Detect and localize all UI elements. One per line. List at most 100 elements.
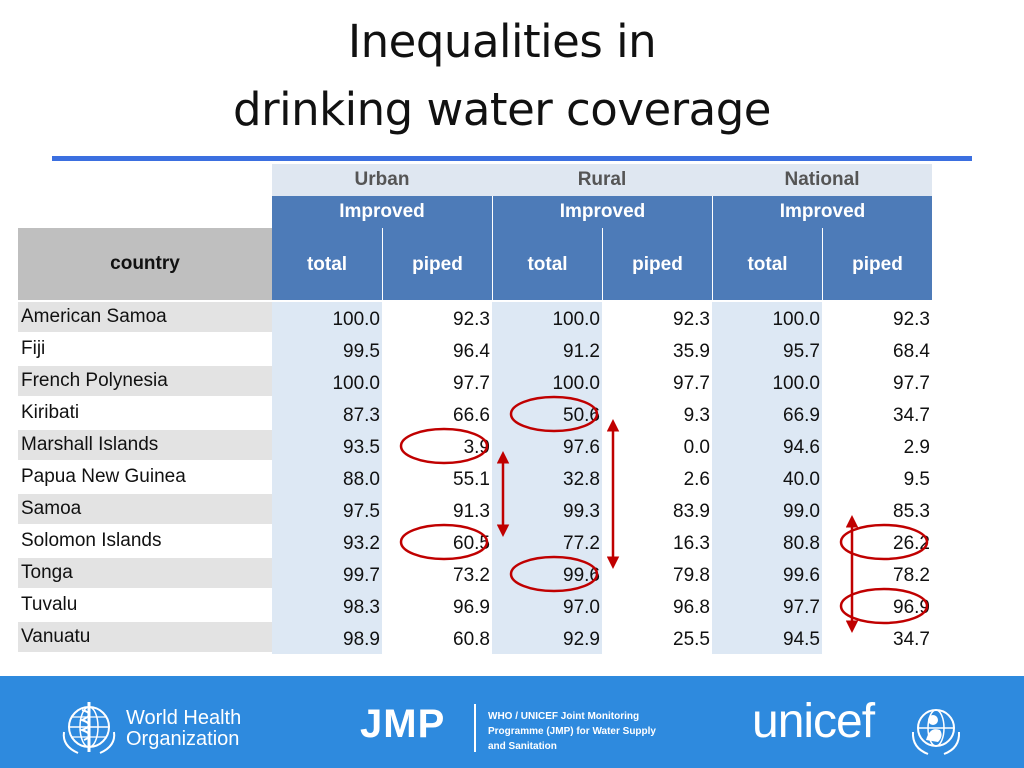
group-header: Urban bbox=[272, 164, 492, 196]
jmp-description: WHO / UNICEF Joint Monitoring Programme … bbox=[488, 709, 656, 754]
table-cell: 60.5 bbox=[453, 533, 490, 554]
column-header: total bbox=[712, 228, 822, 300]
slide-title: Inequalities in drinking water coverage bbox=[0, 18, 1004, 134]
table-cell: 34.7 bbox=[893, 629, 930, 650]
table-cell: 55.1 bbox=[453, 469, 490, 490]
table-cell: 98.9 bbox=[343, 629, 380, 650]
table-cell: 96.9 bbox=[893, 597, 930, 618]
table-cell: 85.3 bbox=[893, 501, 930, 522]
improved-header: Improved bbox=[712, 196, 932, 228]
jmp-divider bbox=[474, 704, 476, 752]
column-header: total bbox=[272, 228, 382, 300]
table-cell: 92.9 bbox=[563, 629, 600, 650]
improved-header: Improved bbox=[492, 196, 712, 228]
country-header: country bbox=[18, 228, 272, 300]
table-cell: 100.0 bbox=[772, 373, 820, 394]
title-line-2: drinking water coverage bbox=[233, 83, 771, 136]
table-row-country: Papua New Guinea bbox=[21, 466, 186, 487]
table-cell: 78.2 bbox=[893, 565, 930, 586]
table-cell: 25.5 bbox=[673, 629, 710, 650]
table-cell: 94.6 bbox=[783, 437, 820, 458]
table-cell: 83.9 bbox=[673, 501, 710, 522]
table-cell: 26.2 bbox=[893, 533, 930, 554]
table-cell: 91.3 bbox=[453, 501, 490, 522]
table-cell: 92.3 bbox=[453, 309, 490, 330]
table-cell: 96.9 bbox=[453, 597, 490, 618]
table-cell: 79.8 bbox=[673, 565, 710, 586]
table-cell: 97.7 bbox=[673, 373, 710, 394]
who-name-line-1: World Health bbox=[126, 707, 242, 729]
table-row-country: Fiji bbox=[21, 338, 46, 359]
highlight-circle bbox=[399, 523, 489, 561]
highlight-circle bbox=[839, 587, 929, 625]
table-cell: 100.0 bbox=[552, 309, 600, 330]
column-header: piped bbox=[822, 228, 932, 300]
table-cell: 100.0 bbox=[332, 373, 380, 394]
table-cell: 50.6 bbox=[563, 405, 600, 426]
column-header: piped bbox=[602, 228, 712, 300]
table-cell: 97.7 bbox=[453, 373, 490, 394]
table-cell: 95.7 bbox=[783, 341, 820, 362]
table-cell: 9.5 bbox=[903, 469, 930, 490]
table-cell: 0.0 bbox=[683, 437, 710, 458]
table-cell: 9.3 bbox=[683, 405, 710, 426]
column-tint bbox=[272, 302, 382, 654]
highlight-circle bbox=[509, 395, 599, 433]
table-cell: 92.3 bbox=[893, 309, 930, 330]
table-cell: 34.7 bbox=[893, 405, 930, 426]
group-header: National bbox=[712, 164, 932, 196]
table-cell: 97.7 bbox=[893, 373, 930, 394]
table-cell: 99.3 bbox=[563, 501, 600, 522]
table-cell: 68.4 bbox=[893, 341, 930, 362]
table-cell: 93.5 bbox=[343, 437, 380, 458]
who-logo-text: World Health Organization bbox=[126, 708, 241, 750]
table-cell: 93.2 bbox=[343, 533, 380, 554]
unicef-logo-text: unicef bbox=[752, 695, 875, 748]
table-cell: 66.6 bbox=[453, 405, 490, 426]
table-cell: 80.8 bbox=[783, 533, 820, 554]
table-cell: 32.8 bbox=[563, 469, 600, 490]
table-cell: 16.3 bbox=[673, 533, 710, 554]
table-cell: 99.0 bbox=[783, 501, 820, 522]
table-cell: 73.2 bbox=[453, 565, 490, 586]
table-cell: 99.6 bbox=[783, 565, 820, 586]
table-cell: 96.8 bbox=[673, 597, 710, 618]
column-tint bbox=[712, 302, 822, 654]
table-cell: 92.3 bbox=[673, 309, 710, 330]
column-header: piped bbox=[382, 228, 492, 300]
table-cell: 94.5 bbox=[783, 629, 820, 650]
table-row-country: Samoa bbox=[18, 494, 272, 524]
table-cell: 97.0 bbox=[563, 597, 600, 618]
table-cell: 99.6 bbox=[563, 565, 600, 586]
table-cell: 88.0 bbox=[343, 469, 380, 490]
group-header: Rural bbox=[492, 164, 712, 196]
table-row-country: Tuvalu bbox=[21, 594, 78, 615]
table-cell: 97.5 bbox=[343, 501, 380, 522]
table-row-country: American Samoa bbox=[18, 302, 272, 332]
highlight-circle bbox=[509, 555, 599, 593]
table-cell: 2.6 bbox=[683, 469, 710, 490]
jmp-line-2: Programme (JMP) for Water Supply bbox=[488, 726, 656, 737]
table-cell: 100.0 bbox=[332, 309, 380, 330]
title-underline bbox=[52, 156, 972, 161]
table-cell: 98.3 bbox=[343, 597, 380, 618]
table-cell: 40.0 bbox=[783, 469, 820, 490]
table-row-country: Vanuatu bbox=[18, 622, 272, 652]
table-cell: 60.8 bbox=[453, 629, 490, 650]
table-cell: 96.4 bbox=[453, 341, 490, 362]
column-header: total bbox=[492, 228, 602, 300]
table-row-country: Marshall Islands bbox=[18, 430, 272, 460]
table-cell: 97.7 bbox=[783, 597, 820, 618]
table-cell: 99.7 bbox=[343, 565, 380, 586]
who-name-line-2: Organization bbox=[126, 728, 240, 750]
table-cell: 2.9 bbox=[903, 437, 930, 458]
jmp-logo-text: JMP bbox=[360, 702, 446, 746]
table-cell: 91.2 bbox=[563, 341, 600, 362]
table-cell: 100.0 bbox=[552, 373, 600, 394]
unicef-emblem-icon bbox=[911, 709, 961, 755]
table-row-country: Solomon Islands bbox=[21, 530, 162, 551]
table-cell: 97.6 bbox=[563, 437, 600, 458]
jmp-line-1: WHO / UNICEF Joint Monitoring bbox=[488, 711, 640, 722]
table-cell: 87.3 bbox=[343, 405, 380, 426]
annotation-layer bbox=[399, 395, 929, 633]
